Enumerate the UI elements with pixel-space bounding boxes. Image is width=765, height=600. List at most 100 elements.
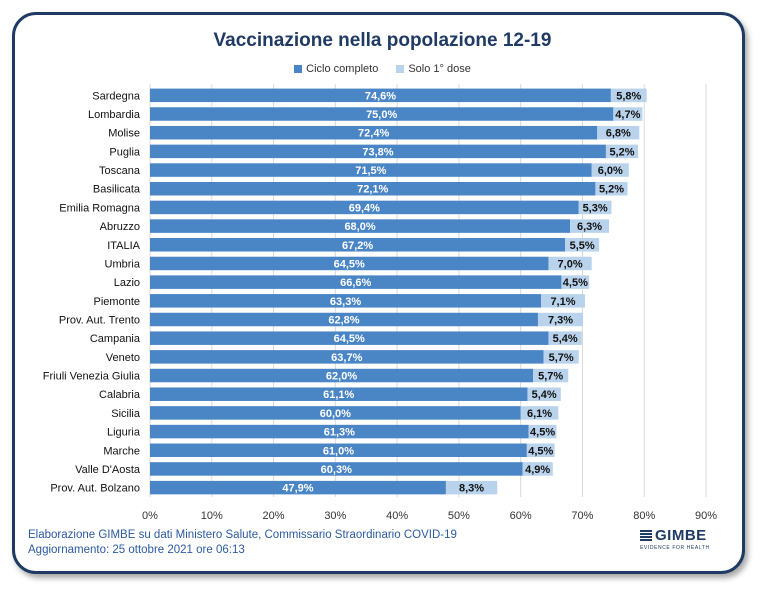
data-label-ciclo-completo-friuli-venezia-giulia: 62,0% [326,371,357,383]
category-label-friuli-venezia-giulia: Friuli Venezia Giulia [43,371,141,383]
bar-solo-prima-dose-friuli-venezia-giulia [533,368,569,383]
bar-ciclo-completo-veneto [150,350,544,364]
bar-ciclo-completo-toscana [150,163,592,177]
logo-tagline: EVIDENCE FOR HEALTH [640,545,710,551]
data-label-ciclo-completo-toscana: 71,5% [355,165,386,177]
bar-solo-prima-dose-lombardia [613,107,643,121]
category-label-lombardia: Lombardia [88,109,141,121]
data-label-solo-prima-dose-abruzzo: 6,3% [577,221,602,233]
bar-ciclo-completo-umbria [150,256,549,271]
bar-solo-prima-dose-piemonte [541,294,585,308]
category-label-lazio: Lazio [114,277,140,289]
data-label-solo-prima-dose-lombardia: 4,7% [615,109,640,121]
bar-solo-prima-dose-sardegna [610,88,647,103]
logo-name: GIMBE [655,527,707,544]
data-label-solo-prima-dose-marche: 4,5% [528,445,553,457]
bar-solo-prima-dose-prov-aut-trento [537,312,584,327]
data-label-solo-prima-dose-toscana: 6,0% [598,165,623,177]
data-label-ciclo-completo-italia: 67,2% [342,240,373,252]
bar-ciclo-completo-friuli-venezia-giulia [150,368,534,383]
category-label-sicilia: Sicilia [111,408,141,420]
x-tick-label-80: 80% [633,510,655,522]
data-label-ciclo-completo-valle-d-aosta: 60,3% [321,464,352,476]
data-label-ciclo-completo-sicilia: 60,0% [320,408,351,420]
footer-updated: Aggiornamento: 25 ottobre 2021 ore 06:13 [28,544,245,556]
x-tick-label-30: 30% [324,510,346,522]
data-label-solo-prima-dose-prov-aut-bolzano: 8,3% [459,483,484,495]
category-label-campania: Campania [90,333,141,345]
data-label-ciclo-completo-liguria: 61,3% [324,427,355,439]
category-label-prov-aut-trento: Prov. Aut. Trento [59,315,140,327]
data-label-solo-prima-dose-puglia: 5,2% [609,146,634,158]
category-label-toscana: Toscana [99,165,141,177]
category-label-basilicata: Basilicata [93,184,141,196]
bar-solo-prima-dose-molise [597,125,640,140]
bar-ciclo-completo-valle-d-aosta [150,462,523,476]
legend-label-solo-prima-dose: Solo 1° dose [408,63,471,75]
category-label-italia: ITALIA [107,240,140,252]
data-label-ciclo-completo-molise: 72,4% [358,128,389,140]
bar-ciclo-completo-prov-aut-bolzano [150,480,446,495]
data-label-solo-prima-dose-veneto: 5,7% [549,352,574,364]
bar-solo-prima-dose-veneto [543,350,579,364]
bar-ciclo-completo-marche [150,443,527,458]
data-label-ciclo-completo-umbria: 64,5% [334,258,365,270]
data-label-solo-prima-dose-calabria: 5,4% [532,389,557,401]
chart-frame [12,12,745,574]
bar-ciclo-completo-piemonte [150,294,542,308]
data-label-ciclo-completo-veneto: 63,7% [331,352,362,364]
bar-ciclo-completo-lombardia [150,107,614,121]
bar-solo-prima-dose-lazio [561,275,590,289]
legend-swatch-solo-prima-dose [396,65,405,73]
data-label-solo-prima-dose-lazio: 4,5% [563,277,588,289]
bar-ciclo-completo-calabria [150,387,528,401]
category-label-prov-aut-bolzano: Prov. Aut. Bolzano [50,483,140,495]
category-label-umbria: Umbria [105,258,141,270]
bar-solo-prima-dose-calabria [527,387,561,401]
bar-solo-prima-dose-sicilia [520,406,559,420]
category-label-marche: Marche [103,445,140,457]
category-label-veneto: Veneto [106,352,140,364]
bar-ciclo-completo-puglia [150,144,606,159]
data-label-ciclo-completo-sardegna: 74,6% [365,90,396,102]
category-label-molise: Molise [108,128,140,140]
data-label-solo-prima-dose-italia: 5,5% [570,240,595,252]
data-label-ciclo-completo-abruzzo: 68,0% [344,221,375,233]
bar-solo-prima-dose-liguria [528,424,557,439]
legend-swatch-ciclo-completo [294,65,303,73]
footer-source: Elaborazione GIMBE su dati Ministero Sal… [28,529,457,541]
bar-ciclo-completo-sardegna [150,88,611,103]
bar-ciclo-completo-emilia-romagna [150,200,579,215]
data-label-ciclo-completo-emilia-romagna: 69,4% [349,202,380,214]
data-label-ciclo-completo-puglia: 73,8% [362,146,393,158]
data-label-ciclo-completo-basilicata: 72,1% [357,184,388,196]
data-label-solo-prima-dose-valle-d-aosta: 4,9% [525,464,550,476]
chart-title: Vaccinazione nella popolazione 12-19 [213,30,552,51]
data-label-ciclo-completo-piemonte: 63,3% [330,296,361,308]
category-label-calabria: Calabria [99,389,141,401]
data-label-ciclo-completo-prov-aut-bolzano: 47,9% [282,483,313,495]
data-label-solo-prima-dose-prov-aut-trento: 7,3% [548,315,573,327]
data-label-ciclo-completo-prov-aut-trento: 62,8% [328,315,359,327]
legend: Ciclo completo Solo 1° dose [0,63,765,75]
legend-item-ciclo-completo: Ciclo completo [294,63,378,75]
x-tick-label-60: 60% [510,510,532,522]
bar-ciclo-completo-prov-aut-trento [150,312,538,327]
bar-solo-prima-dose-basilicata [595,181,628,196]
bar-ciclo-completo-sicilia [150,406,521,420]
gimbe-logo: GIMBE EVIDENCE FOR HEALTH [640,527,710,551]
category-label-abruzzo: Abruzzo [100,221,140,233]
data-label-solo-prima-dose-friuli-venezia-giulia: 5,7% [538,371,563,383]
bar-ciclo-completo-liguria [150,424,529,439]
bar-solo-prima-dose-toscana [591,163,629,177]
bar-ciclo-completo-basilicata [150,181,596,196]
bar-ciclo-completo-abruzzo [150,219,571,233]
bar-ciclo-completo-molise [150,125,598,140]
data-label-solo-prima-dose-liguria: 4,5% [530,427,555,439]
data-label-solo-prima-dose-piemonte: 7,1% [550,296,575,308]
bar-ciclo-completo-italia [150,238,566,252]
legend-label-ciclo-completo: Ciclo completo [306,63,379,75]
category-label-sardegna: Sardegna [92,90,141,102]
data-label-ciclo-completo-lombardia: 75,0% [366,109,397,121]
